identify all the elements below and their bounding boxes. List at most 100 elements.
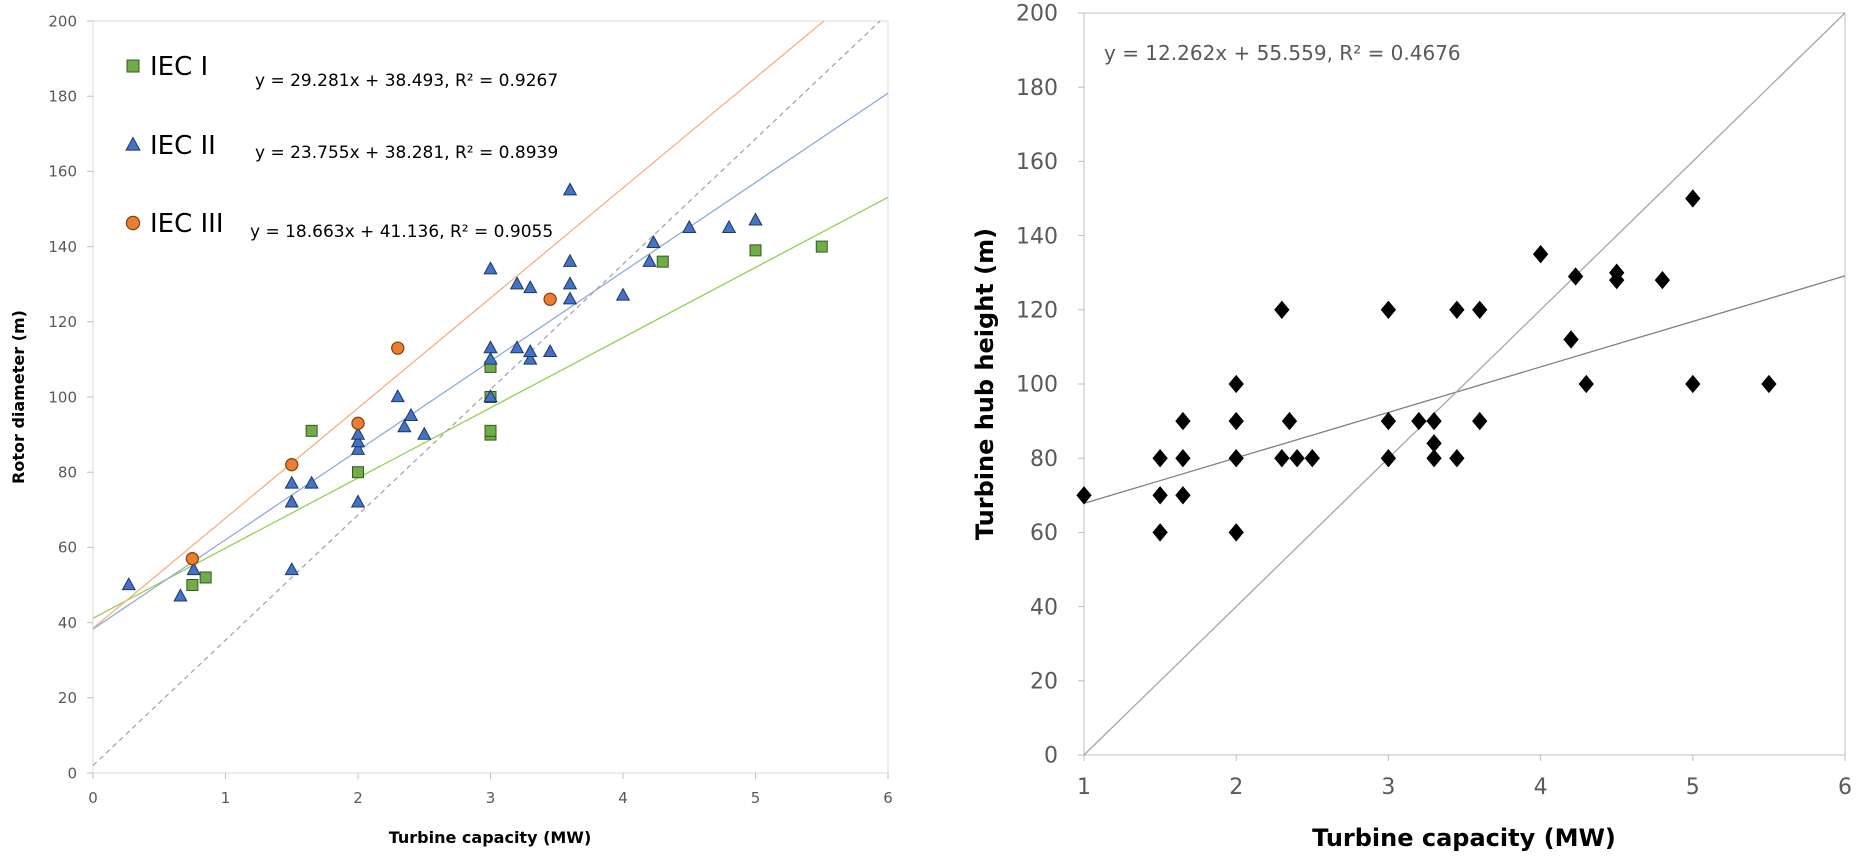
data-point	[1578, 374, 1594, 394]
y-tick-label: 140	[48, 238, 77, 256]
data-point	[352, 466, 364, 479]
x-tick-label: 1	[221, 789, 231, 807]
data-point	[562, 291, 578, 305]
data-point	[815, 240, 828, 253]
data-point	[403, 407, 419, 421]
data-points-a	[121, 182, 828, 602]
x-tick-label: 5	[751, 789, 761, 807]
data-point	[390, 389, 405, 403]
data-point	[483, 389, 498, 403]
y-axis-ticks-a: 0 20 40 60 80 100 120 140 160 180 200	[48, 12, 93, 782]
data-point	[304, 475, 319, 489]
data-point	[509, 340, 525, 354]
trendline	[92, 196, 889, 619]
legend-label: IEC I	[150, 52, 208, 82]
data-point	[350, 494, 366, 508]
y-tick-label: 140	[1016, 224, 1058, 249]
data-points-b	[1076, 189, 1777, 542]
y-tick-label: 0	[1044, 744, 1058, 769]
x-tick-label: 2	[353, 789, 363, 807]
trendlines-b	[1083, 12, 1846, 756]
y-tick-label: 40	[1030, 595, 1058, 620]
data-point	[1289, 449, 1305, 468]
trendline	[1083, 275, 1846, 505]
data-point	[1076, 486, 1092, 505]
data-point	[1685, 189, 1701, 208]
data-point	[1228, 449, 1244, 468]
data-point	[523, 343, 538, 358]
legend-label: IEC III	[150, 209, 224, 239]
y-tick-label: 160	[1016, 150, 1058, 175]
data-point	[1654, 270, 1671, 290]
y-tick-label: 60	[1030, 521, 1058, 546]
data-point	[1175, 486, 1191, 505]
data-point	[186, 562, 201, 576]
data-point	[1380, 411, 1397, 431]
data-point	[1609, 263, 1625, 282]
x-tick-label: 6	[1838, 775, 1852, 800]
trendline-equation: y = 18.663x + 41.136, R² = 0.9055	[250, 222, 553, 242]
data-point	[1152, 449, 1168, 468]
data-point	[1426, 449, 1442, 468]
y-tick-label: 120	[1016, 299, 1058, 324]
x-axis-ticks-b: 1 2 3 4 5 6	[1077, 755, 1852, 800]
trendline	[1083, 12, 1846, 756]
data-point	[721, 219, 737, 233]
y-tick-label: 20	[1030, 670, 1058, 695]
data-point	[542, 343, 558, 358]
data-point	[749, 244, 762, 257]
x-tick-label: 0	[88, 789, 98, 807]
data-point	[391, 341, 405, 355]
trendline-equation: y = 23.755x + 38.281, R² = 0.8939	[255, 143, 558, 163]
y-tick-label: 100	[48, 388, 77, 406]
trendline	[92, 20, 825, 629]
data-point	[397, 419, 412, 433]
x-axis-title-a: Turbine capacity (MW)	[389, 828, 592, 847]
data-point	[350, 441, 366, 455]
y-tick-label: 60	[58, 539, 77, 557]
y-tick-label: 200	[1016, 2, 1058, 27]
data-point	[1228, 411, 1244, 431]
trendlines-a	[92, 20, 889, 766]
data-point	[1563, 330, 1579, 349]
y-axis-title-a: Rotor diameter (m)	[9, 310, 28, 484]
data-point	[615, 287, 631, 301]
data-point	[656, 255, 669, 268]
data-point	[284, 562, 299, 576]
legend-a: IEC I y = 29.281x + 38.493, R² = 0.9267 IE…	[125, 52, 558, 242]
y-tick-label: 180	[48, 87, 77, 105]
data-point	[484, 424, 497, 437]
data-point	[562, 276, 578, 290]
y-tick-label: 20	[58, 689, 77, 707]
y-tick-label: 200	[48, 12, 77, 30]
data-point	[1532, 244, 1549, 264]
trendline-equation: y = 29.281x + 38.493, R² = 0.9267	[255, 71, 558, 91]
y-tick-label: 0	[67, 764, 77, 782]
trendline-equation-b: y = 12.262x + 55.559, R² = 0.4676	[1104, 41, 1461, 65]
x-tick-label: 1	[1077, 775, 1091, 800]
data-point	[523, 351, 538, 365]
legend-marker	[125, 215, 141, 231]
legend-label: IEC II	[150, 131, 216, 161]
legend-marker	[126, 59, 140, 73]
data-point	[646, 234, 661, 249]
data-point	[285, 458, 299, 472]
y-tick-label: 80	[1030, 447, 1058, 472]
data-point	[173, 588, 188, 602]
data-point	[642, 253, 657, 267]
data-point	[1449, 300, 1465, 319]
data-point	[1304, 449, 1320, 468]
x-axis-title-b: Turbine capacity (MW)	[1312, 824, 1616, 852]
x-tick-label: 4	[618, 789, 628, 807]
y-tick-label: 80	[58, 463, 77, 481]
data-point	[1449, 449, 1465, 468]
data-point	[186, 579, 199, 591]
y-axis-ticks-b: 0 20 40 60 80 100 120 140 160 180 200	[1016, 2, 1084, 769]
y-tick-label: 40	[58, 614, 77, 632]
data-point	[1761, 374, 1777, 394]
data-point	[1380, 449, 1397, 468]
data-point	[199, 571, 212, 584]
data-point	[284, 475, 299, 489]
data-point	[1567, 267, 1584, 286]
